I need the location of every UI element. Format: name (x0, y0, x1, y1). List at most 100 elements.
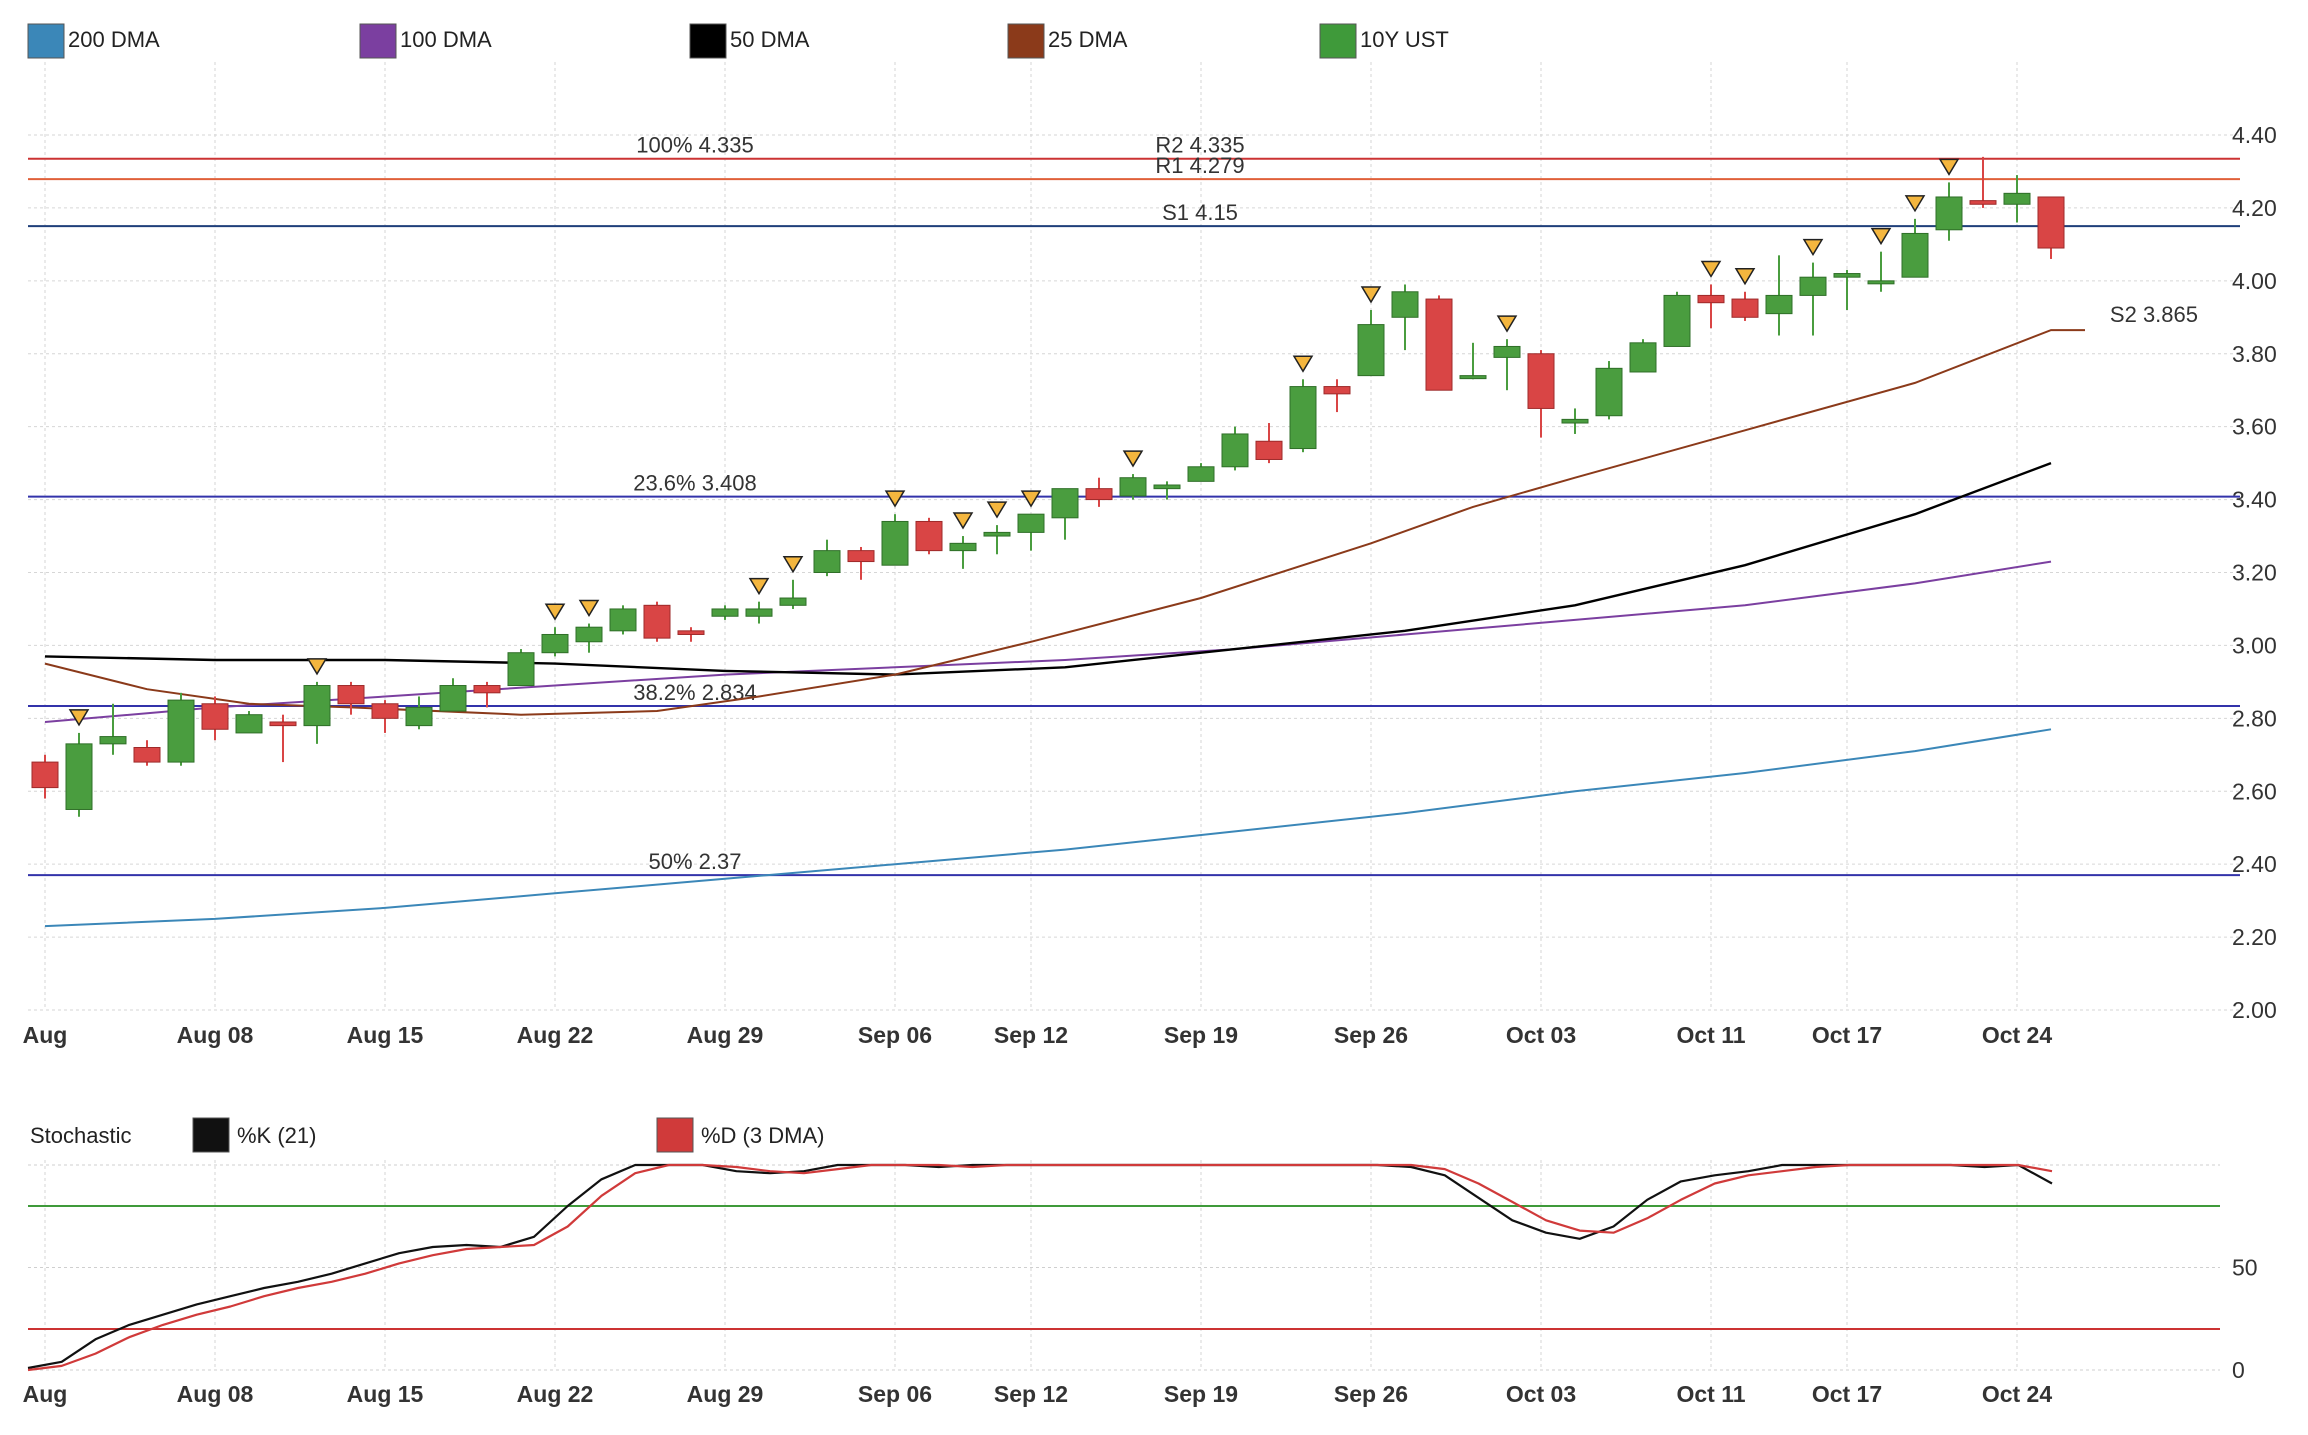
signal-triangle-marker (544, 603, 566, 621)
candle-body (1799, 276, 1827, 296)
candle (235, 711, 263, 734)
candle-body (65, 743, 93, 810)
level-label: 38.2% 2.834 (633, 680, 757, 705)
candle-body (2037, 196, 2065, 249)
candle-body (881, 520, 909, 566)
candle-body (1085, 488, 1113, 501)
candle-body (711, 608, 739, 617)
candle-body (1119, 477, 1147, 497)
price-date-tick: Sep 26 (1334, 1022, 1408, 1048)
price-axis-tick: 4.20 (2232, 195, 2277, 221)
candle (643, 601, 671, 642)
candle-body (337, 685, 365, 705)
price-date-tick: Aug 22 (517, 1022, 594, 1048)
candle-body (1153, 484, 1181, 490)
signal-triangle-marker (306, 658, 328, 676)
price-date-tick: Aug 08 (177, 1022, 254, 1048)
stoch-legend-swatch (656, 1117, 694, 1153)
stoch-line-d (27, 1163, 2053, 1372)
legend-label: 50 DMA (730, 27, 810, 52)
candle-body (1867, 280, 1895, 285)
candle-body (1255, 440, 1283, 460)
candle (1629, 339, 1657, 373)
candle-body (1527, 353, 1555, 409)
legend-label: 200 DMA (68, 27, 160, 52)
price-date-tick: Aug 29 (687, 1022, 764, 1048)
candle (1867, 251, 1895, 292)
ma-line-50-dma (44, 461, 2052, 676)
candle (2037, 196, 2065, 259)
price-axis-tick: 2.40 (2232, 851, 2277, 877)
price-axis-tick: 2.00 (2232, 997, 2277, 1023)
stoch-line-k (27, 1163, 2053, 1370)
candle-body (1595, 367, 1623, 417)
stoch-legend-swatch (192, 1117, 230, 1153)
price-axis-tick: 2.80 (2232, 705, 2277, 731)
candle-body (1629, 342, 1657, 373)
price-date-tick: Aug 15 (347, 1022, 424, 1048)
candle-body (915, 520, 943, 552)
candle (405, 696, 433, 730)
stoch-date-tick: Aug 08 (177, 1381, 254, 1407)
stoch-legend-label: %D (3 DMA) (701, 1123, 824, 1148)
level-label: R1 4.279 (1155, 153, 1244, 178)
price-date-tick: Sep 19 (1164, 1022, 1238, 1048)
signal-triangle-marker (1802, 238, 1824, 257)
candle (1357, 310, 1385, 377)
candle-body (133, 747, 161, 763)
signal-triangle-marker (782, 556, 804, 574)
price-axis-tick: 3.00 (2232, 632, 2277, 658)
candle (507, 649, 535, 687)
candle-body (575, 626, 603, 643)
candle-body (405, 706, 433, 727)
candle (915, 517, 943, 555)
ma-line-100-dma (44, 560, 2052, 723)
signal-triangle-marker (1870, 227, 1892, 246)
candle (1085, 477, 1113, 507)
candle-body (1357, 324, 1385, 377)
stoch-date-tick: Oct 24 (1982, 1381, 2053, 1407)
price-date-tick: Oct 03 (1506, 1022, 1576, 1048)
candle (1425, 295, 1453, 391)
candle (65, 732, 93, 817)
candle (847, 546, 875, 580)
candle (1765, 255, 1793, 336)
stochastic-panel (27, 1163, 2220, 1372)
candle-body (983, 531, 1011, 537)
candle (201, 696, 229, 741)
stoch-axis-tick: 0 (2232, 1357, 2245, 1383)
candle (1935, 182, 1963, 241)
candlesticks (31, 156, 2065, 817)
candle (881, 514, 909, 566)
candle-body (1017, 513, 1045, 533)
signal-triangle-marker (986, 501, 1008, 519)
legend-swatch (1007, 23, 1045, 59)
s2-label: S2 3.865 (2110, 302, 2198, 327)
candle-body (2003, 192, 2031, 205)
signal-triangle-marker (1496, 315, 1518, 333)
signal-triangle-marker (952, 512, 974, 530)
price-axis-tick: 4.00 (2232, 268, 2277, 294)
stoch-date-tick: Aug 15 (347, 1381, 424, 1407)
candle-body (643, 604, 671, 639)
candle-body (235, 714, 263, 734)
stoch-date-tick: Sep 06 (858, 1381, 932, 1407)
candle-body (609, 608, 637, 632)
candle-body (1221, 433, 1249, 468)
signal-triangle-marker (578, 599, 600, 617)
candle-body (1425, 298, 1453, 391)
candle-body (1493, 345, 1521, 358)
candle-body (1969, 200, 1997, 205)
candle (541, 627, 569, 657)
candle (1527, 350, 1555, 438)
candle (1323, 379, 1351, 413)
candle (745, 601, 773, 624)
candle-body (473, 685, 501, 694)
legend-label: 10Y UST (1360, 27, 1449, 52)
stoch-date-tick: Sep 26 (1334, 1381, 1408, 1407)
candle (133, 740, 161, 766)
candle-body (1697, 294, 1725, 304)
level-label: S1 4.15 (1162, 200, 1238, 225)
candle (813, 539, 841, 577)
price-axis-tick: 2.20 (2232, 924, 2277, 950)
